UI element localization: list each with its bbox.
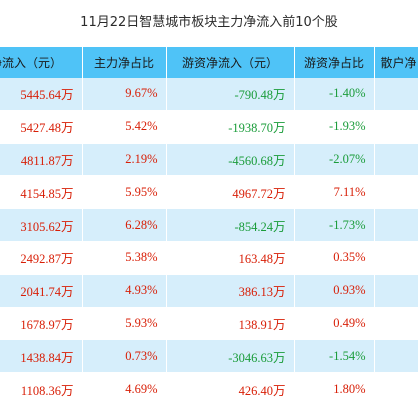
cell-hot-money-net-ratio: 0.35% [294,241,375,275]
cell-retail-net [374,274,418,308]
table-header-row: 净流入（元） 主力净占比 游资净流入（元） 游资净占比 散户净 [0,47,418,78]
cell-retail-net [374,372,418,406]
cell-hot-money-net-inflow: 426.40万 [166,372,295,406]
page-title: 11月22日智慧城市板块主力净流入前10个股 [0,0,418,46]
cell-hot-money-net-ratio: -1.73% [294,208,375,242]
cell-retail-net [374,241,418,275]
cell-hot-money-net-ratio: -1.40% [294,78,375,111]
cell-retail-net [374,110,418,144]
cell-main-net-inflow: 4154.85万 [0,175,83,210]
cell-hot-money-net-inflow: 138.91万 [166,307,295,341]
cell-main-net-ratio: 5.38% [82,241,167,275]
table-row: 5445.64万 9.67% -790.48万 -1.40% [0,78,418,111]
cell-retail-net [374,307,418,341]
cell-hot-money-net-inflow: -1938.70万 [166,110,295,144]
table-row: 2041.74万 4.93% 386.13万 0.93% [0,274,418,308]
cell-retail-net [374,143,418,177]
header-main-net-inflow: 净流入（元） [0,47,83,78]
cell-main-net-inflow: 1438.84万 [0,339,83,374]
cell-retail-net [374,78,418,111]
header-hot-money-net-inflow: 游资净流入（元） [166,47,295,78]
cell-main-net-ratio: 6.28% [82,208,167,242]
fund-flow-table: 净流入（元） 主力净占比 游资净流入（元） 游资净占比 散户净 5445.64万… [0,47,418,406]
cell-main-net-ratio: 9.67% [82,78,167,111]
cell-main-net-ratio: 2.19% [82,143,167,177]
table-row: 3105.62万 6.28% -854.24万 -1.73% [0,208,418,242]
cell-retail-net [374,208,418,242]
cell-retail-net [374,175,418,210]
cell-main-net-inflow: 4811.87万 [0,143,83,177]
cell-main-net-ratio: 4.93% [82,274,167,308]
cell-hot-money-net-ratio: 7.11% [294,175,375,210]
cell-main-net-inflow: 5427.48万 [0,110,83,144]
header-retail-net: 散户净 [374,47,418,78]
cell-hot-money-net-ratio: 0.93% [294,274,375,308]
cell-main-net-ratio: 5.95% [82,175,167,210]
table-row: 1438.84万 0.73% -3046.63万 -1.54% [0,339,418,374]
table-row: 4154.85万 5.95% 4967.72万 7.11% [0,175,418,210]
cell-hot-money-net-ratio: -1.93% [294,110,375,144]
cell-hot-money-net-ratio: 1.80% [294,372,375,406]
table-row: 1108.36万 4.69% 426.40万 1.80% [0,372,418,406]
cell-main-net-inflow: 5445.64万 [0,78,83,111]
cell-hot-money-net-inflow: -790.48万 [166,78,295,111]
cell-hot-money-net-inflow: 386.13万 [166,274,295,308]
cell-main-net-inflow: 2041.74万 [0,274,83,308]
table-row: 5427.48万 5.42% -1938.70万 -1.93% [0,110,418,144]
cell-main-net-inflow: 2492.87万 [0,241,83,275]
cell-hot-money-net-ratio: -2.07% [294,143,375,177]
cell-hot-money-net-ratio: 0.49% [294,307,375,341]
table-row: 2492.87万 5.38% 163.48万 0.35% [0,241,418,275]
cell-hot-money-net-inflow: 163.48万 [166,241,295,275]
cell-main-net-ratio: 4.69% [82,372,167,406]
cell-main-net-ratio: 0.73% [82,339,167,374]
cell-main-net-ratio: 5.42% [82,110,167,144]
cell-main-net-ratio: 5.93% [82,307,167,341]
header-main-net-ratio: 主力净占比 [82,47,167,78]
header-hot-money-net-ratio: 游资净占比 [294,47,375,78]
cell-main-net-inflow: 3105.62万 [0,208,83,242]
cell-hot-money-net-inflow: -4560.68万 [166,143,295,177]
cell-hot-money-net-inflow: 4967.72万 [166,175,295,210]
cell-main-net-inflow: 1108.36万 [0,372,83,406]
table-row: 4811.87万 2.19% -4560.68万 -2.07% [0,143,418,177]
table-row: 1678.97万 5.93% 138.91万 0.49% [0,307,418,341]
cell-hot-money-net-inflow: -3046.63万 [166,339,295,374]
cell-hot-money-net-inflow: -854.24万 [166,208,295,242]
cell-main-net-inflow: 1678.97万 [0,307,83,341]
cell-hot-money-net-ratio: -1.54% [294,339,375,374]
cell-retail-net [374,339,418,374]
